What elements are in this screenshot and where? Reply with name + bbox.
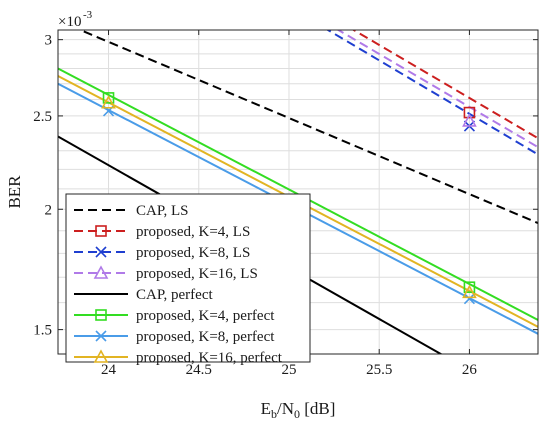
legend-label: CAP, perfect xyxy=(136,287,213,303)
legend-item: proposed, K=4, LS xyxy=(74,224,250,240)
legend-label: CAP, LS xyxy=(136,203,189,219)
triangle-marker xyxy=(462,284,477,299)
square-marker xyxy=(463,281,476,294)
legend-item: CAP, perfect xyxy=(74,287,213,303)
series-line-2 xyxy=(326,30,538,156)
legend-label: proposed, K=16, perfect xyxy=(136,350,283,366)
y-tick-label: 1.5 xyxy=(33,323,52,339)
y-tick-label: 3 xyxy=(45,33,53,49)
square-marker xyxy=(463,106,476,119)
series-line-0 xyxy=(77,30,538,225)
square-marker xyxy=(95,309,107,321)
y-multiplier-base: ×10 xyxy=(58,14,81,30)
y-tick-label: 2 xyxy=(45,202,53,218)
legend-label: proposed, K=4, perfect xyxy=(136,308,275,324)
x-axis-label-sub-b: b xyxy=(271,407,277,421)
triangle-marker xyxy=(101,95,116,109)
x-marker xyxy=(95,330,107,342)
series-line-1 xyxy=(351,30,538,140)
x-axis-label-e: E xyxy=(261,399,271,418)
axis-ticks: 24 24.5 25 25.5 26 1.5 2 2.5 3 xyxy=(33,30,538,378)
x-tick-label: 25.5 xyxy=(366,362,392,378)
legend-label: proposed, K=8, perfect xyxy=(136,329,275,345)
legend: CAP, LS proposed, K=4, LS proposed, K=8, L… xyxy=(65,193,311,366)
x-marker-stroke xyxy=(95,246,107,258)
legend-label: proposed, K=4, LS xyxy=(136,224,250,240)
y-axis-label: BER xyxy=(5,175,24,209)
square-marker xyxy=(102,92,115,104)
x-axis-label-sub-0: 0 xyxy=(294,407,300,421)
y-multiplier-exponent: -3 xyxy=(83,9,93,21)
triangle-marker xyxy=(93,265,109,279)
x-tick-label: 24.5 xyxy=(186,362,212,378)
x-marker xyxy=(463,293,475,305)
x-axis-label-unit: [dB] xyxy=(300,399,335,418)
square-marker xyxy=(95,225,107,237)
x-axis-label: Eb/N0 [dB] xyxy=(261,399,336,421)
legend-item: proposed, K=4, perfect xyxy=(74,308,275,324)
x-tick-label: 24 xyxy=(101,362,117,378)
x-marker xyxy=(95,246,107,258)
markers-layer xyxy=(101,92,477,305)
legend-item: proposed, K=8, LS xyxy=(74,245,250,261)
y-tick-label: 2.5 xyxy=(33,109,52,125)
x-marker-stroke xyxy=(463,293,475,305)
legend-item: proposed, K=8, perfect xyxy=(74,329,275,345)
legend-item: proposed, K=16, perfect xyxy=(74,349,283,366)
legend-item: proposed, K=16, LS xyxy=(74,265,258,282)
triangle-marker xyxy=(93,349,109,363)
x-tick-label: 26 xyxy=(462,362,478,378)
y-multiplier: ×10 -3 xyxy=(58,9,93,30)
series-line-3 xyxy=(336,30,538,149)
legend-label: proposed, K=8, LS xyxy=(136,245,250,261)
x-axis-label-n: /N xyxy=(277,399,294,418)
triangle-marker xyxy=(462,113,477,127)
legend-label: proposed, K=16, LS xyxy=(136,266,258,282)
x-marker-stroke xyxy=(95,330,107,342)
legend-item: CAP, LS xyxy=(74,203,189,219)
x-tick-label: 25 xyxy=(281,362,296,378)
